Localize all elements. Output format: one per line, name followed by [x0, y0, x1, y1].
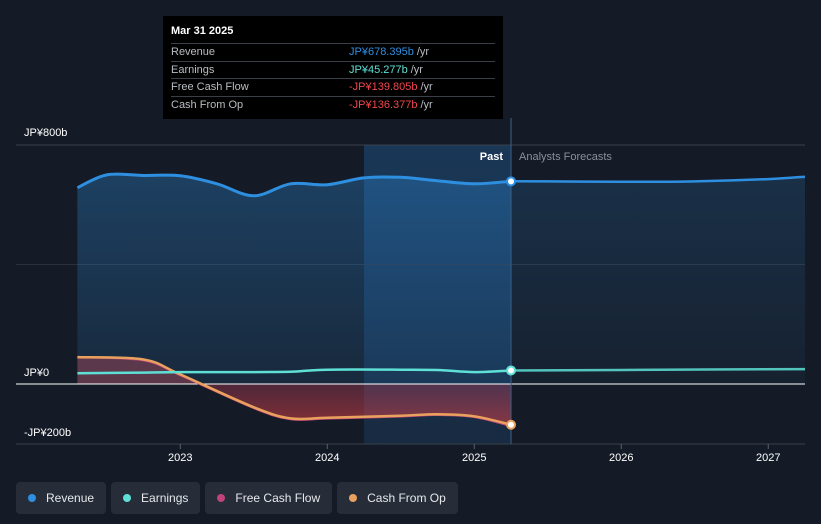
y-label-bottom: -JP¥200b — [24, 427, 71, 439]
tooltip-value: -JP¥139.805b — [349, 81, 418, 93]
tooltip-row-revenue: Revenue JP¥678.395b /yr — [171, 43, 495, 61]
revenue-marker[interactable] — [506, 176, 517, 187]
legend-item-earnings[interactable]: Earnings — [111, 482, 201, 514]
tooltip-label: Free Cash Flow — [171, 81, 249, 93]
tooltip-unit: /yr — [420, 81, 433, 93]
x-tick-label: 2025 — [462, 452, 486, 464]
cash-from-op-line — [77, 355, 512, 426]
tooltip-date: Mar 31 2025 — [171, 25, 234, 37]
legend-dot-icon — [349, 494, 358, 502]
tooltip-row-free-cash-flow: Free Cash Flow -JP¥139.805b /yr — [171, 78, 495, 96]
chart-legend: Revenue Earnings Free Cash Flow Cash Fro… — [16, 482, 463, 516]
tooltip-value: JP¥45.277b — [349, 63, 408, 76]
tooltip-row-cash-from-op: Cash From Op -JP¥136.377b /yr — [171, 95, 495, 114]
tooltip-label: Revenue — [171, 46, 216, 58]
x-tick-label: 2027 — [756, 452, 780, 464]
revenue-area — [77, 174, 512, 384]
legend-dot-icon — [123, 494, 132, 502]
x-tick-label: 2023 — [168, 452, 192, 464]
revenue-forecast-line — [510, 175, 806, 184]
legend-item-cash-from-op[interactable]: Cash From Op — [337, 482, 458, 514]
legend-item-revenue[interactable]: Revenue — [16, 482, 107, 514]
earnings-line — [77, 368, 512, 375]
cash-from-op-marker[interactable] — [506, 419, 517, 430]
tooltip-value: JP¥678.395b — [349, 46, 414, 58]
forecast-label: Analysts Forecasts — [519, 151, 612, 163]
x-tick-label: 2026 — [609, 452, 633, 464]
tooltip-unit: /yr — [420, 98, 433, 111]
past-label: Past — [480, 151, 504, 163]
data-tooltip: Mar 31 2025 Revenue JP¥678.395b /yr Earn… — [163, 16, 503, 119]
tooltip-value: -JP¥136.377b — [349, 98, 418, 111]
tooltip-unit: /yr — [416, 46, 430, 58]
legend-dot-icon — [28, 494, 36, 502]
legend-label: Free Cash Flow — [235, 491, 321, 505]
legend-item-free-cash-flow[interactable]: Free Cash Flow — [205, 482, 333, 514]
tooltip-label: Earnings — [171, 63, 215, 76]
y-label-top: JP¥800b — [24, 127, 67, 139]
x-axis: 2023 2024 2025 2026 2027 — [168, 444, 780, 464]
tooltip-row-earnings: Earnings JP¥45.277b /yr — [171, 60, 495, 79]
tooltip-unit: /yr — [410, 63, 423, 76]
legend-label: Earnings — [141, 491, 189, 505]
y-label-zero: JP¥0 — [24, 367, 49, 379]
x-tick-label: 2024 — [315, 452, 339, 464]
revenue-forecast-area — [511, 176, 805, 384]
legend-label: Revenue — [46, 491, 95, 505]
earnings-forecast-line — [510, 367, 806, 372]
earnings-marker[interactable] — [506, 365, 517, 376]
legend-label: Cash From Op — [367, 491, 446, 505]
legend-dot-icon — [217, 494, 226, 502]
revenue-line — [76, 172, 512, 198]
tooltip-label: Cash From Op — [171, 98, 244, 111]
